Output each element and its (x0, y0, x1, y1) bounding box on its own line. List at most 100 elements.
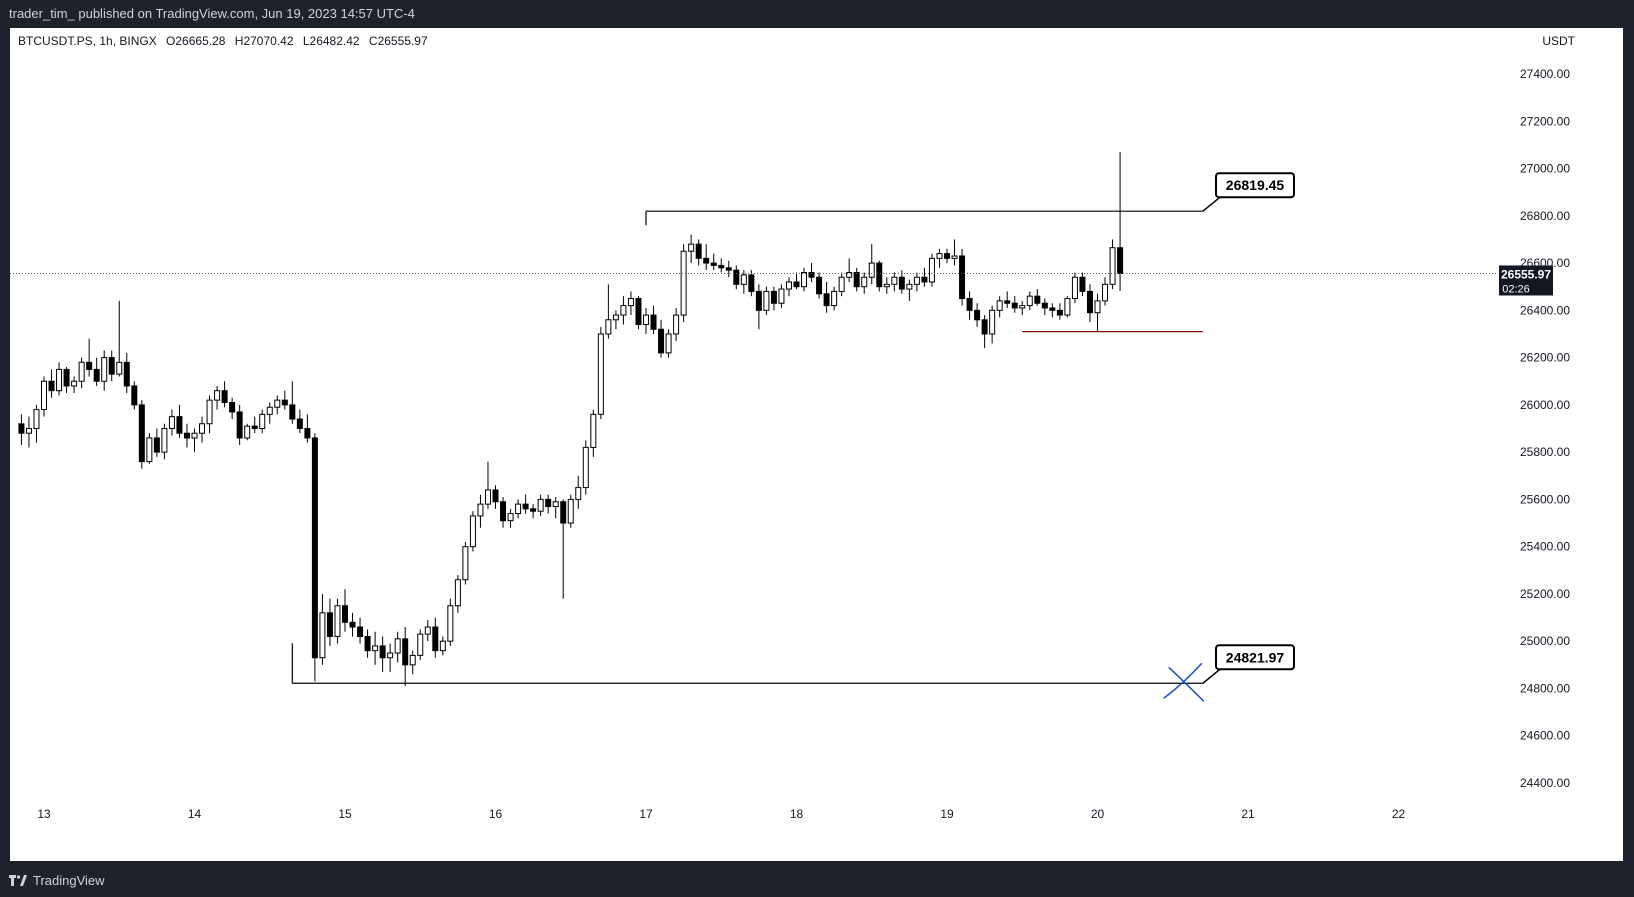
candle (334, 598, 341, 644)
candle (876, 260, 883, 292)
candle (755, 284, 762, 330)
candle-body (56, 368, 63, 392)
currency-label[interactable]: USDT (1542, 34, 1575, 48)
chart-panel[interactable]: 27400.00 27200.00 27000.00 26800.00 26600.00… (10, 28, 1623, 861)
candle-body (357, 626, 364, 637)
candle-body (251, 425, 258, 429)
price-tick-label: 27000.00 (1520, 162, 1570, 176)
last-price-tag[interactable]: 26555.97 02:26 (1499, 265, 1553, 296)
candle-body (304, 428, 311, 439)
candle-body (146, 437, 153, 463)
candle (78, 357, 85, 389)
candle (725, 260, 732, 278)
price-axis[interactable]: 27400.0027200.0027000.0026800.0026600.00… (1499, 67, 1570, 790)
candle (63, 367, 70, 394)
candle (913, 272, 920, 292)
candle (921, 267, 928, 287)
candle-body (883, 283, 890, 288)
candle (1034, 289, 1041, 306)
candle-body (244, 425, 251, 439)
candle (477, 494, 484, 528)
time-tick-label: 16 (489, 807, 503, 821)
candle (1011, 296, 1018, 313)
candle-body (394, 638, 401, 654)
candlestick-chart[interactable]: 27400.0027200.0027000.0026800.0026600.00… (10, 28, 1623, 861)
candle (1109, 239, 1116, 290)
candle (688, 234, 695, 264)
candle-body (673, 314, 680, 335)
candle (582, 440, 589, 495)
candle (793, 272, 800, 290)
candle-body (281, 399, 288, 406)
candle-body (1109, 247, 1116, 285)
candle (981, 315, 988, 349)
candle-body (409, 654, 416, 666)
candle-body (981, 319, 988, 335)
candle-body (748, 274, 755, 292)
candle (770, 286, 777, 311)
candle (959, 248, 966, 306)
candle (1071, 272, 1078, 304)
candle (492, 485, 499, 509)
candle (123, 352, 130, 394)
price-tick-label: 26400.00 (1520, 303, 1570, 317)
ohlc-close: C26555.97 (368, 34, 428, 48)
candle-body (432, 626, 439, 652)
symbol-label[interactable]: BTCUSDT.PS, 1h, BINGX (18, 34, 157, 48)
candle (989, 305, 996, 344)
candle (296, 409, 303, 434)
candle-body (274, 399, 281, 408)
candle (695, 239, 702, 266)
tradingview-logo[interactable]: TradingView (9, 873, 105, 888)
candle (161, 423, 168, 460)
candle-body (989, 309, 996, 335)
candle (176, 404, 183, 438)
callout-upper[interactable]: 26819.45 (1202, 172, 1295, 212)
candle-body (951, 255, 958, 259)
candle (507, 508, 514, 528)
candle (1041, 298, 1048, 316)
last-price-tag-bg (1499, 265, 1553, 296)
callout-lower[interactable]: 24821.97 (1202, 644, 1295, 684)
candle-body (936, 253, 943, 259)
candle (1117, 151, 1124, 291)
candle (454, 575, 461, 613)
candle (394, 631, 401, 663)
candle (733, 265, 740, 290)
price-tick-label: 25600.00 (1520, 492, 1570, 506)
time-tick-label: 13 (37, 807, 51, 821)
price-tick-label: 25200.00 (1520, 587, 1570, 601)
candle (56, 362, 63, 396)
candle-body (816, 276, 823, 295)
candle (41, 376, 47, 417)
candle-body (612, 314, 619, 321)
candle-body (846, 272, 853, 278)
candle (101, 350, 108, 391)
candle-body (801, 272, 808, 288)
candle-body (469, 515, 476, 548)
candle (612, 310, 619, 330)
candle (801, 267, 808, 292)
price-tick-label: 24800.00 (1520, 681, 1570, 695)
candle-body (1079, 276, 1086, 292)
candle (379, 636, 386, 672)
candle-body (123, 361, 130, 387)
time-axis[interactable]: 13 14 15 16 17 18 19 20 21 22 (37, 807, 1405, 821)
candle-body (1086, 290, 1093, 314)
candle (372, 631, 379, 665)
candle-body (643, 314, 649, 326)
candle (236, 404, 243, 446)
candle (1064, 296, 1071, 318)
candle-body (86, 361, 93, 370)
overlay-group: 26819.45 24821.97 (10, 172, 1497, 702)
candle-body (665, 333, 672, 354)
candle (183, 423, 190, 448)
candle (86, 338, 93, 377)
tradingview-brand: TradingView (33, 873, 105, 888)
price-tick-label: 25800.00 (1520, 445, 1570, 459)
candle (545, 494, 552, 514)
candle-body (319, 612, 326, 659)
candle-body (33, 409, 40, 429)
cross-stroke (1168, 666, 1205, 702)
callout-pointer (1202, 196, 1228, 212)
